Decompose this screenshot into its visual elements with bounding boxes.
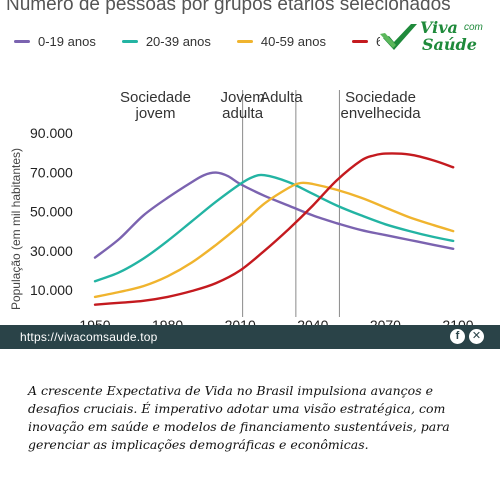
legend-entry-1: 20-39 anos xyxy=(121,33,211,49)
brand-logo: Viva com Saúde xyxy=(380,18,488,58)
series-line-2 xyxy=(93,181,455,299)
social-icons: f ✕ xyxy=(450,329,484,344)
y-tick-label-1: 30.000 xyxy=(30,243,73,259)
caption-text: A crescente Expectativa de Vida no Brasi… xyxy=(28,383,450,452)
logo-text-com: com xyxy=(464,22,483,33)
legend-entry-2: 40-59 anos xyxy=(236,33,326,49)
x-tick-label-1: 1980 xyxy=(152,317,183,325)
legend-swatch-1 xyxy=(121,39,138,43)
y-tick-label-0: 10.000 xyxy=(30,282,73,298)
series-line-0 xyxy=(93,171,455,259)
era-label-3-0: Sociedade xyxy=(345,89,416,106)
x-tick-label-4: 2070 xyxy=(370,317,401,325)
website-link[interactable]: https://vivacomsaude.top xyxy=(20,330,158,344)
x-icon[interactable]: ✕ xyxy=(469,329,484,344)
series-line-3 xyxy=(93,152,455,306)
legend-label-0: 0-19 anos xyxy=(38,33,96,49)
era-label-1-1: adulta xyxy=(222,105,264,122)
chart-title: Número de pessoas por grupos etários sel… xyxy=(6,0,451,15)
y-axis-title: População (em mil habitantes) xyxy=(9,148,23,310)
x-tick-label-3: 2040 xyxy=(297,317,328,325)
logo-text-saude: Saúde xyxy=(422,35,477,54)
y-tick-label-2: 50.000 xyxy=(30,204,73,220)
legend-label-1: 20-39 anos xyxy=(145,33,211,49)
facebook-icon[interactable]: f xyxy=(450,329,465,344)
legend-label-2: 40-59 anos xyxy=(260,33,326,49)
era-label-2-0: Adulta xyxy=(260,89,303,106)
x-tick-label-5: 2100 xyxy=(442,317,473,325)
legend-entry-0: 0-19 anos xyxy=(14,34,96,49)
footer-bar: https://vivacomsaude.top f ✕ xyxy=(0,325,500,349)
y-tick-label-4: 90.000 xyxy=(30,125,73,141)
logo-text-viva: Viva xyxy=(420,18,458,37)
x-tick-label-0: 1950 xyxy=(79,317,110,325)
era-label-0-0: Sociedade xyxy=(120,89,191,106)
y-tick-label-3: 70.000 xyxy=(30,164,73,180)
era-label-1-0: Jovem xyxy=(221,89,265,106)
era-label-3-1: envelhecida xyxy=(341,105,422,122)
x-tick-label-2: 2010 xyxy=(225,317,256,325)
legend-swatch-3 xyxy=(351,39,368,43)
series-line-1 xyxy=(93,173,455,283)
check-icon xyxy=(380,24,417,50)
era-label-0-1: jovem xyxy=(134,105,175,122)
legend-swatch-2 xyxy=(236,39,253,43)
legend-swatch-0 xyxy=(14,39,30,43)
